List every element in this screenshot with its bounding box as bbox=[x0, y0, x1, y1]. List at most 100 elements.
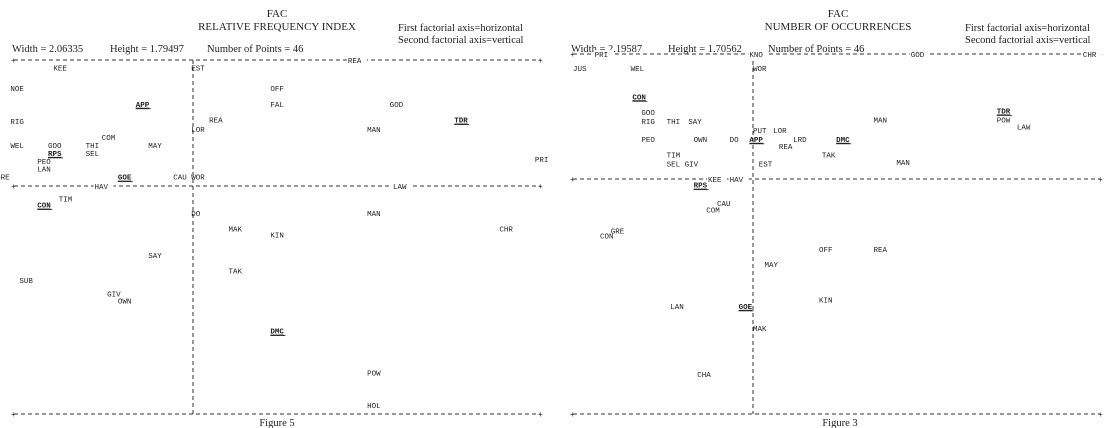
right-figure-caption: Figure 3 bbox=[822, 418, 857, 428]
left-point-label: SUB bbox=[19, 278, 33, 286]
right-point-label: OFF bbox=[819, 247, 833, 255]
right-point-label: WEL bbox=[631, 66, 645, 74]
left-point-label: TDR bbox=[454, 118, 468, 126]
right-point-label: JUS bbox=[573, 66, 587, 74]
left-point-label: RPS bbox=[48, 151, 62, 159]
left-point-label: WOR bbox=[191, 175, 205, 183]
left-axis-note-vertical: Second factorial axis=vertical bbox=[398, 35, 524, 46]
right-axis-label-bg bbox=[707, 175, 727, 183]
right-point-label: MAN bbox=[873, 117, 887, 125]
right-point-label: MAK bbox=[753, 326, 767, 334]
right-point-label: CON bbox=[632, 94, 646, 102]
left-point-label: MAN bbox=[367, 211, 381, 219]
right-chart-subtitle: NUMBER OF OCCURRENCES bbox=[765, 21, 912, 33]
right-point-label: POW bbox=[997, 117, 1011, 125]
right-axis-label: GOD bbox=[911, 52, 925, 60]
left-axis-label: HAV bbox=[95, 184, 109, 192]
left-height-label: Height = 1.79497 bbox=[110, 44, 184, 55]
right-point-label: PUT bbox=[753, 128, 767, 136]
left-point-label: TIM bbox=[59, 197, 73, 205]
left-axis-label: REA bbox=[348, 58, 362, 66]
left-axis-arrow-right: + bbox=[538, 183, 543, 192]
right-point-label: SAY bbox=[688, 119, 702, 127]
left-chart-title: FAC bbox=[267, 8, 288, 20]
right-point-label: CAU bbox=[717, 201, 731, 209]
left-point-label: CAU bbox=[173, 175, 187, 183]
left-point-label: HOL bbox=[367, 403, 381, 411]
right-axis-label: PRI bbox=[595, 52, 609, 60]
right-point-label: LAW bbox=[1017, 124, 1031, 132]
left-axis-label-bg bbox=[346, 56, 367, 64]
right-point-label: COM bbox=[706, 207, 720, 215]
right-axis-note-horizontal: First factorial axis=horizontal bbox=[965, 23, 1090, 34]
right-axis-label: KEE bbox=[708, 177, 722, 185]
right-axis-arrow-left: + bbox=[570, 176, 575, 185]
right-point-label: REA bbox=[873, 247, 887, 255]
right-point-label: GOO bbox=[641, 110, 655, 118]
right-width-label: Width = 2.19587 bbox=[571, 44, 642, 55]
left-point-label: COM bbox=[102, 135, 116, 143]
right-axis-arrow-right: + bbox=[1098, 176, 1103, 185]
right-point-label: LRD bbox=[793, 137, 807, 145]
right-point-label: CHA bbox=[697, 372, 711, 380]
right-point-label: WOR bbox=[753, 66, 767, 74]
left-point-label: LAN bbox=[37, 167, 51, 175]
left-axis-label-bg bbox=[93, 182, 114, 190]
left-point-label: KIN bbox=[270, 233, 284, 241]
right-axis-label-bg bbox=[728, 175, 749, 183]
right-axis-label-bg bbox=[593, 50, 614, 58]
left-point-label: GOD bbox=[390, 102, 404, 110]
right-points-label: Number of Points = 46 bbox=[768, 44, 864, 55]
right-point-label: GOE bbox=[739, 304, 753, 312]
left-point-label: OFF bbox=[270, 86, 284, 94]
right-point-label: THI bbox=[667, 119, 681, 127]
left-point-label: APP bbox=[136, 102, 150, 110]
right-axis-arrow-left: + bbox=[570, 411, 575, 420]
left-point-label: GOE bbox=[118, 175, 132, 183]
left-axis-arrow-left: + bbox=[11, 411, 16, 420]
right-point-label: RPS bbox=[694, 183, 708, 191]
left-point-label: WEL bbox=[10, 143, 24, 151]
right-point-label: RIG bbox=[641, 119, 655, 127]
right-axis-label: HAV bbox=[730, 177, 744, 185]
right-point-label: GRE bbox=[611, 228, 625, 236]
left-point-label: PRI bbox=[535, 157, 549, 165]
left-point-label: DMC bbox=[270, 329, 284, 337]
right-point-label: MAY bbox=[764, 262, 778, 270]
right-point-label: LAN bbox=[670, 304, 684, 312]
right-point-label: KIN bbox=[819, 298, 833, 306]
left-axis-arrow-left: + bbox=[11, 57, 16, 66]
left-point-label: GRE bbox=[0, 175, 10, 183]
right-point-label: PEO bbox=[641, 137, 655, 145]
right-chart-title: FAC bbox=[828, 8, 849, 20]
right-point-label: CON bbox=[600, 233, 614, 241]
right-point-label: DO bbox=[730, 137, 740, 145]
right-point-label: SEL bbox=[667, 162, 681, 170]
left-axis-arrow-left: + bbox=[11, 183, 16, 192]
right-axis-label-bg bbox=[909, 50, 930, 58]
left-axis-label: LAW bbox=[393, 184, 407, 192]
left-point-label: FAL bbox=[270, 102, 284, 110]
left-point-label: TAK bbox=[228, 269, 242, 277]
right-point-label: GIV bbox=[685, 162, 699, 170]
right-point-label: DMC bbox=[836, 137, 850, 145]
left-point-label: LOR bbox=[191, 127, 205, 135]
left-points-label: Number of Points = 46 bbox=[207, 44, 303, 55]
left-point-label: REA bbox=[209, 118, 223, 126]
left-point-label: KEE bbox=[53, 65, 67, 73]
right-point-label: APP bbox=[749, 137, 763, 145]
left-point-label: SEL bbox=[86, 151, 100, 159]
left-point-label: SAY bbox=[148, 253, 162, 261]
right-point-label: REA bbox=[779, 144, 793, 152]
right-point-label: LOR bbox=[773, 128, 787, 136]
right-point-label: EST bbox=[759, 162, 773, 170]
left-point-label: OWN bbox=[118, 299, 132, 307]
left-point-label: CON bbox=[37, 203, 51, 211]
left-point-label: MAK bbox=[228, 227, 242, 235]
left-axis-arrow-right: + bbox=[538, 411, 543, 420]
right-axis-arrow-left: + bbox=[570, 51, 575, 60]
right-axis-label-bg bbox=[1081, 50, 1102, 58]
left-axis-arrow-right: + bbox=[538, 57, 543, 66]
right-axis-label: CHR bbox=[1083, 52, 1097, 60]
